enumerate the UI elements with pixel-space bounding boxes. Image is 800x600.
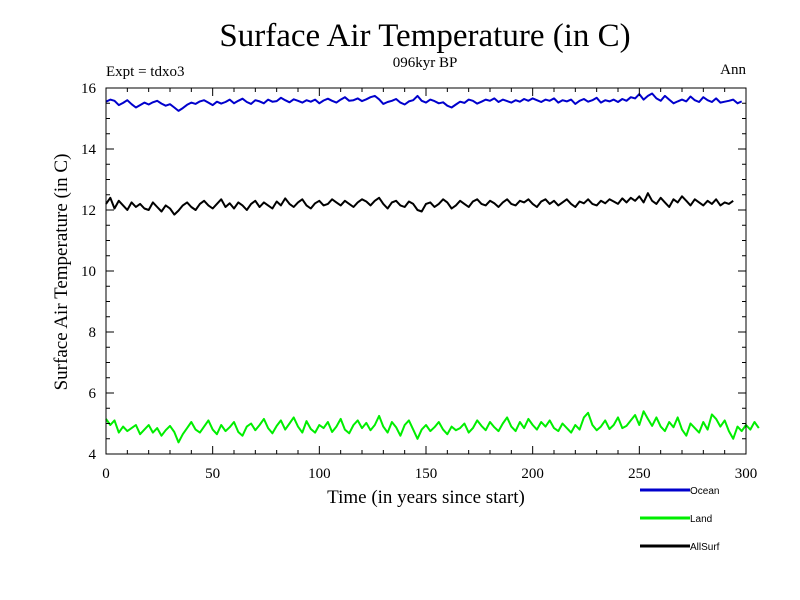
series-line-land	[105, 410, 760, 444]
y-tick-label: 12	[81, 203, 96, 219]
y-tick-label: 16	[81, 81, 97, 97]
x-axis-label: Time (in years since start)	[327, 487, 525, 508]
x-tick-label: 250	[628, 466, 651, 482]
y-tick-label: 14	[81, 142, 97, 158]
series-line-allsurf	[105, 192, 734, 216]
tick-layer: 0 50 100 150 200 250 300 4 6 8 10 12 14 16	[81, 81, 757, 482]
y-tick-label: 6	[89, 386, 97, 402]
y-tick-label: 4	[89, 447, 97, 463]
series-layer	[105, 92, 760, 444]
series-line-ocean	[105, 92, 743, 112]
y-tick-label: 8	[89, 325, 97, 341]
x-tick-label: 0	[102, 466, 110, 482]
y-axis-label: Surface Air Temperature (in C)	[51, 154, 72, 391]
x-tick-label: 150	[415, 466, 438, 482]
legend-label-ocean: Ocean	[690, 486, 719, 497]
y-tick-label: 10	[81, 264, 96, 280]
chart-title: Surface Air Temperature (in C)	[219, 18, 630, 54]
x-tick-label: 100	[308, 466, 331, 482]
chart-subtitle: 096kyr BP	[393, 55, 458, 71]
x-tick-label: 200	[521, 466, 544, 482]
plot-frame	[105, 87, 747, 455]
x-tick-label: 50	[205, 466, 220, 482]
x-tick-label: 300	[735, 466, 758, 482]
legend: Ocean Land AllSurf	[640, 486, 720, 553]
season-label: Ann	[720, 62, 746, 78]
legend-label-land: Land	[690, 514, 712, 525]
experiment-label: Expt = tdxo3	[106, 64, 184, 80]
legend-label-allsurf: AllSurf	[690, 542, 720, 553]
